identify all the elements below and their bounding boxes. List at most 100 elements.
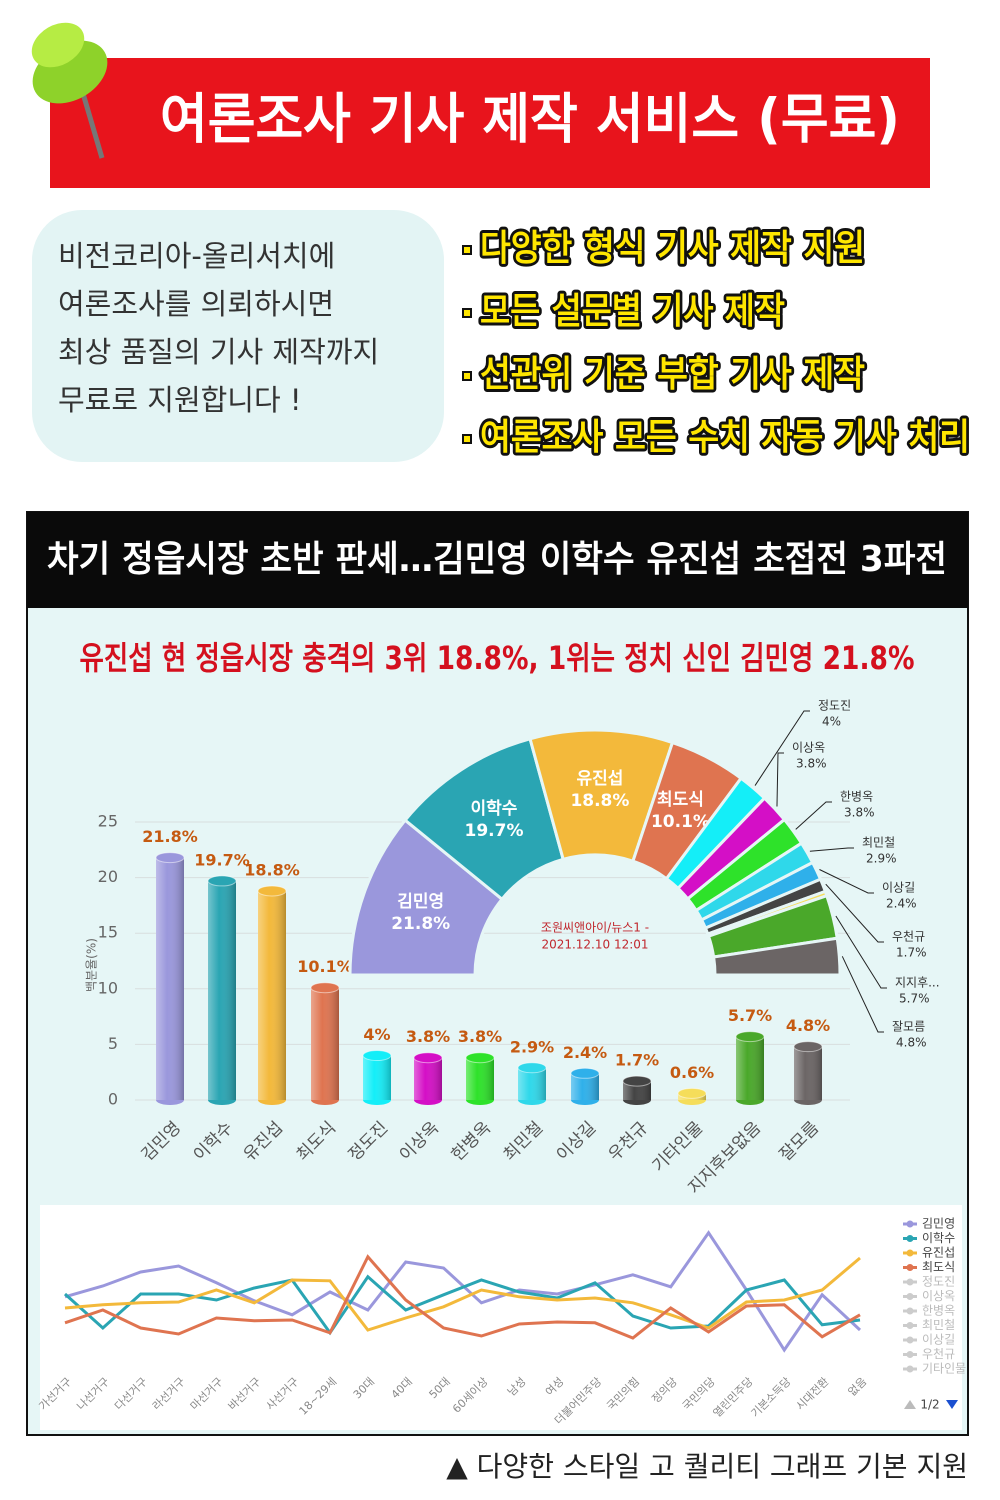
slice-label: 정도진 <box>818 699 851 713</box>
value-label: 0.6% <box>670 1063 714 1082</box>
legend-dot <box>906 1264 914 1271</box>
bar <box>155 852 185 1105</box>
bar-top <box>362 1050 392 1062</box>
slice-label: 한병옥 <box>840 790 873 804</box>
leader-line <box>825 883 884 943</box>
slice-value: 2.4% <box>886 897 917 911</box>
pie-slice <box>711 936 842 977</box>
legend-dot <box>906 1336 914 1344</box>
slice-value: 1.7% <box>896 946 927 960</box>
bullet-dot <box>462 308 472 318</box>
slice-label: 이학수 <box>471 799 518 819</box>
line-series <box>64 1230 862 1353</box>
bullet-dot <box>462 371 472 381</box>
slice-label: 김민영 <box>397 892 444 912</box>
page-title: 여론조사 기사 제작 서비스 (무료) <box>160 88 900 151</box>
bar <box>362 1050 392 1105</box>
article-subheadline: 유진섭 현 정읍시장 충격의 3위 18.8%, 1위는 정치 신인 김민영 2… <box>80 639 915 677</box>
bar <box>413 1052 443 1105</box>
bar-shade <box>794 1046 822 1100</box>
bar-shade <box>736 1036 764 1100</box>
slice-value: 3.8% <box>844 806 875 820</box>
legend-label: 최도식 <box>922 1260 955 1274</box>
value-label: 5.7% <box>728 1006 772 1025</box>
y-axis-label: 백분율(%) <box>85 938 99 992</box>
bar-top <box>257 885 287 897</box>
slice-value: 4% <box>822 715 841 729</box>
legend-dot <box>906 1249 914 1257</box>
line-chart-panel <box>40 1205 962 1430</box>
leader-line <box>841 956 884 1033</box>
line-series <box>64 1254 861 1340</box>
bar-shade <box>363 1055 391 1100</box>
value-label: 19.7% <box>194 850 250 869</box>
legend-dot <box>906 1220 914 1228</box>
legend-label: 유진섭 <box>922 1246 955 1260</box>
bullet-text: 모든 설문별 기사 제작 <box>480 291 785 332</box>
legend-label: 정도진 <box>922 1275 955 1289</box>
bullet-dot <box>462 434 472 444</box>
bar-top <box>310 982 340 994</box>
pager-down[interactable] <box>946 1400 958 1409</box>
y-tick-label: 0 <box>108 1090 118 1109</box>
slice-value: 3.8% <box>796 757 827 771</box>
slice-value: 10.1% <box>651 812 710 832</box>
slice-label: 잘모름 <box>892 1020 925 1034</box>
bar-top <box>793 1041 823 1053</box>
pager-up[interactable] <box>904 1400 916 1409</box>
legend-dot <box>906 1322 914 1329</box>
bar-top <box>155 852 185 864</box>
legend-dot <box>906 1351 914 1358</box>
bullet-dot <box>462 245 472 255</box>
value-label: 1.7% <box>615 1051 659 1070</box>
value-label: 4% <box>363 1025 390 1044</box>
bullet-text: 다양한 형식 기사 제작 지원 <box>480 228 865 269</box>
slice-value: 5.7% <box>899 992 930 1006</box>
bar <box>793 1041 823 1105</box>
bar-top <box>413 1052 443 1064</box>
legend-dot <box>906 1293 914 1300</box>
bar-shade <box>311 987 339 1100</box>
legend-label: 최민철 <box>922 1318 955 1332</box>
slice-value: 2.9% <box>866 852 897 866</box>
legend-page: 1/2 <box>920 1398 939 1412</box>
legend-dot <box>906 1278 914 1286</box>
bar <box>465 1052 495 1105</box>
header-band <box>50 58 930 188</box>
bar-shade <box>208 880 236 1100</box>
bar-top <box>570 1067 600 1079</box>
bar <box>622 1075 652 1105</box>
pushpin <box>31 22 108 159</box>
bar <box>735 1031 765 1105</box>
slice-value: 21.8% <box>391 914 450 934</box>
source-note: 2021.12.10 12:01 <box>541 938 648 952</box>
legend-label: 우천규 <box>922 1346 955 1361</box>
leader-line <box>819 869 874 894</box>
value-label: 18.8% <box>244 860 300 879</box>
bar-top <box>465 1052 495 1064</box>
y-tick-label: 15 <box>98 923 118 942</box>
y-tick-label: 25 <box>98 812 118 831</box>
y-tick-label: 20 <box>98 867 118 886</box>
legend-dot <box>906 1235 914 1242</box>
value-label: 21.8% <box>142 827 198 846</box>
legend-dot <box>906 1365 914 1373</box>
slice-label: 유진섭 <box>576 769 623 789</box>
legend-label: 이상길 <box>922 1333 955 1347</box>
line-series <box>64 1256 861 1332</box>
article-header-band <box>27 512 968 608</box>
legend-label: 김민영 <box>922 1217 955 1231</box>
bar-shade <box>414 1057 442 1100</box>
bar-top <box>735 1031 765 1043</box>
slice-label: 지지후... <box>895 976 940 990</box>
y-tick-label: 10 <box>98 978 118 997</box>
legend-label: 기타인물 <box>922 1362 966 1376</box>
bullet-text: 여론조사 모든 수치 자동 기사 처리 <box>480 417 970 458</box>
bullet-text: 선관위 기준 부합 기사 제작 <box>480 354 865 395</box>
value-label: 3.8% <box>458 1027 502 1046</box>
intro-line: 비전코리아-올리서치에 <box>58 239 335 273</box>
slice-label: 이상길 <box>882 881 915 895</box>
intro-box <box>32 210 444 462</box>
intro-line: 최상 품질의 기사 제작까지 <box>58 335 379 369</box>
